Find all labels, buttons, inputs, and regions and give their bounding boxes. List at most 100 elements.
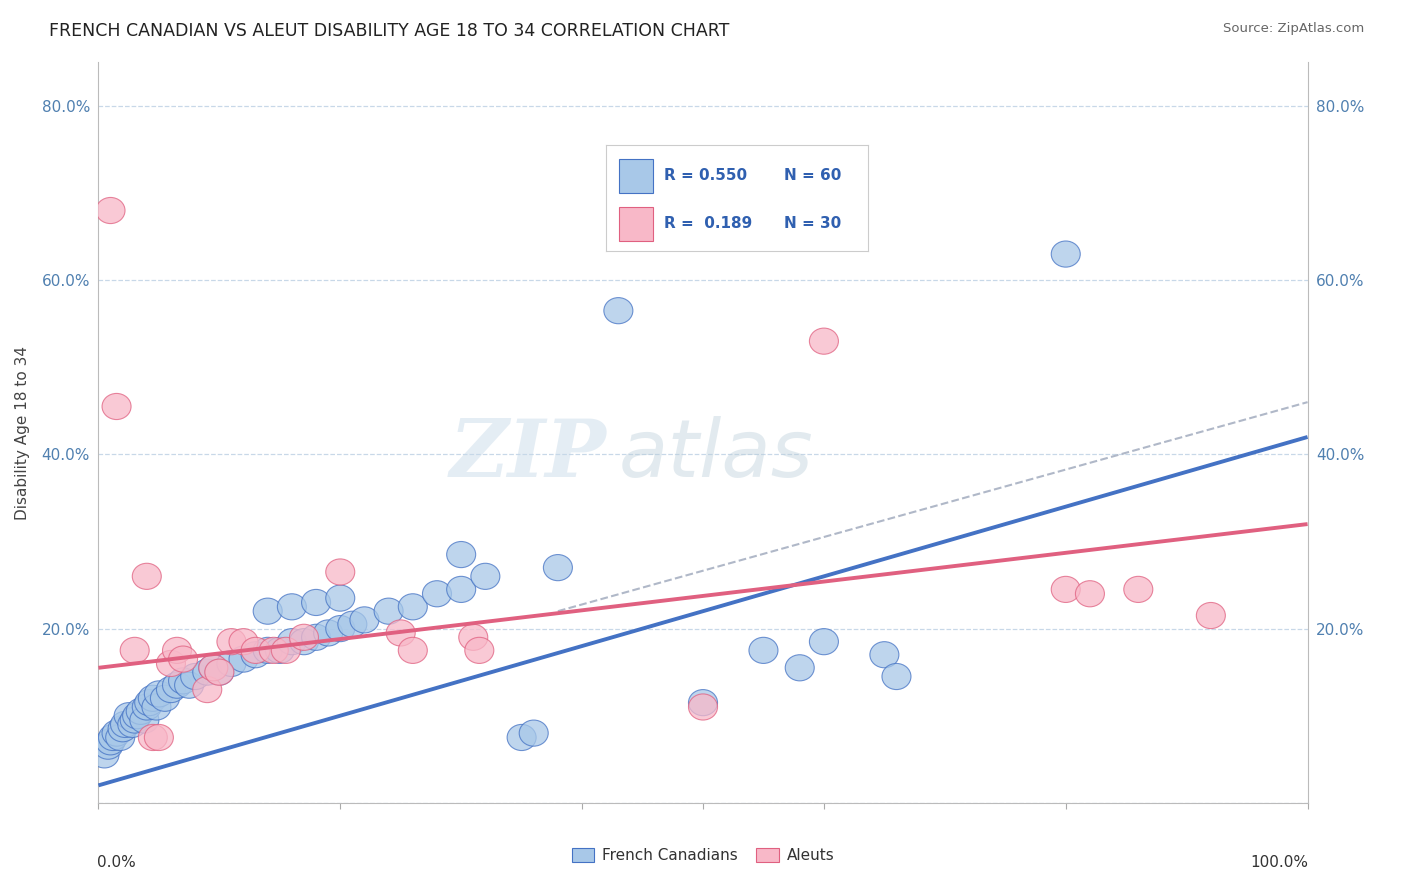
Ellipse shape xyxy=(374,599,404,624)
Ellipse shape xyxy=(603,298,633,324)
Ellipse shape xyxy=(145,724,173,750)
Ellipse shape xyxy=(447,576,475,602)
Text: R = 0.550: R = 0.550 xyxy=(664,169,747,183)
Ellipse shape xyxy=(96,197,125,224)
Ellipse shape xyxy=(1076,581,1105,607)
Legend: French Canadians, Aleuts: French Canadians, Aleuts xyxy=(565,842,841,869)
Ellipse shape xyxy=(689,694,717,720)
Ellipse shape xyxy=(810,328,838,354)
Ellipse shape xyxy=(1123,576,1153,602)
Ellipse shape xyxy=(122,703,152,729)
Ellipse shape xyxy=(193,659,222,685)
Ellipse shape xyxy=(277,594,307,620)
Ellipse shape xyxy=(350,607,380,633)
Ellipse shape xyxy=(1197,602,1226,629)
Text: 100.0%: 100.0% xyxy=(1251,855,1309,870)
Ellipse shape xyxy=(111,711,139,738)
Ellipse shape xyxy=(326,559,354,585)
Ellipse shape xyxy=(387,620,415,646)
Ellipse shape xyxy=(169,646,198,673)
Ellipse shape xyxy=(1052,241,1080,267)
Ellipse shape xyxy=(301,590,330,615)
Ellipse shape xyxy=(98,724,128,750)
Ellipse shape xyxy=(132,694,162,720)
Ellipse shape xyxy=(422,581,451,607)
Ellipse shape xyxy=(290,629,319,655)
Ellipse shape xyxy=(193,676,222,703)
Ellipse shape xyxy=(169,668,198,694)
Ellipse shape xyxy=(103,393,131,419)
Text: Source: ZipAtlas.com: Source: ZipAtlas.com xyxy=(1223,22,1364,36)
Text: ZIP: ZIP xyxy=(450,416,606,493)
Text: R =  0.189: R = 0.189 xyxy=(664,216,752,231)
Ellipse shape xyxy=(259,637,288,664)
Ellipse shape xyxy=(326,585,354,611)
Ellipse shape xyxy=(150,685,180,711)
Ellipse shape xyxy=(689,690,717,715)
Ellipse shape xyxy=(135,690,163,715)
Text: 0.0%: 0.0% xyxy=(97,855,136,870)
Ellipse shape xyxy=(271,637,301,664)
Ellipse shape xyxy=(465,637,494,664)
Ellipse shape xyxy=(398,637,427,664)
Ellipse shape xyxy=(266,637,294,664)
Ellipse shape xyxy=(240,641,270,668)
Ellipse shape xyxy=(129,707,159,733)
Ellipse shape xyxy=(174,673,204,698)
Ellipse shape xyxy=(314,620,343,646)
Ellipse shape xyxy=(205,659,233,685)
Ellipse shape xyxy=(290,624,319,650)
Ellipse shape xyxy=(458,624,488,650)
Bar xyxy=(619,159,654,193)
Ellipse shape xyxy=(114,703,143,729)
Ellipse shape xyxy=(127,698,155,724)
Ellipse shape xyxy=(163,637,191,664)
Ellipse shape xyxy=(508,724,536,750)
Ellipse shape xyxy=(326,615,354,641)
Ellipse shape xyxy=(810,629,838,655)
Ellipse shape xyxy=(163,673,191,698)
Text: atlas: atlas xyxy=(619,416,813,494)
Ellipse shape xyxy=(156,676,186,703)
Text: N = 60: N = 60 xyxy=(785,169,841,183)
Ellipse shape xyxy=(301,624,330,650)
Text: N = 30: N = 30 xyxy=(785,216,841,231)
Ellipse shape xyxy=(120,707,149,733)
Ellipse shape xyxy=(253,637,283,664)
Ellipse shape xyxy=(103,720,131,747)
Ellipse shape xyxy=(870,641,898,668)
Ellipse shape xyxy=(543,555,572,581)
Ellipse shape xyxy=(96,729,125,755)
Ellipse shape xyxy=(277,629,307,655)
Ellipse shape xyxy=(132,563,162,590)
Ellipse shape xyxy=(240,637,270,664)
Ellipse shape xyxy=(749,189,778,215)
Ellipse shape xyxy=(217,650,246,676)
Ellipse shape xyxy=(882,664,911,690)
Ellipse shape xyxy=(1052,576,1080,602)
Ellipse shape xyxy=(180,664,209,690)
Ellipse shape xyxy=(156,650,186,676)
Ellipse shape xyxy=(198,655,228,681)
Ellipse shape xyxy=(398,594,427,620)
Y-axis label: Disability Age 18 to 34: Disability Age 18 to 34 xyxy=(15,345,31,520)
Ellipse shape xyxy=(90,742,120,768)
Ellipse shape xyxy=(229,629,259,655)
Ellipse shape xyxy=(120,637,149,664)
Ellipse shape xyxy=(145,681,173,707)
Ellipse shape xyxy=(105,724,135,750)
Text: FRENCH CANADIAN VS ALEUT DISABILITY AGE 18 TO 34 CORRELATION CHART: FRENCH CANADIAN VS ALEUT DISABILITY AGE … xyxy=(49,22,730,40)
Ellipse shape xyxy=(519,720,548,747)
Ellipse shape xyxy=(142,694,172,720)
Ellipse shape xyxy=(94,733,122,759)
Ellipse shape xyxy=(337,611,367,637)
Ellipse shape xyxy=(108,715,138,742)
Ellipse shape xyxy=(447,541,475,567)
Ellipse shape xyxy=(198,655,228,681)
Ellipse shape xyxy=(205,659,233,685)
Ellipse shape xyxy=(217,629,246,655)
Ellipse shape xyxy=(118,711,146,738)
Ellipse shape xyxy=(253,599,283,624)
Ellipse shape xyxy=(229,646,259,673)
Ellipse shape xyxy=(138,724,167,750)
